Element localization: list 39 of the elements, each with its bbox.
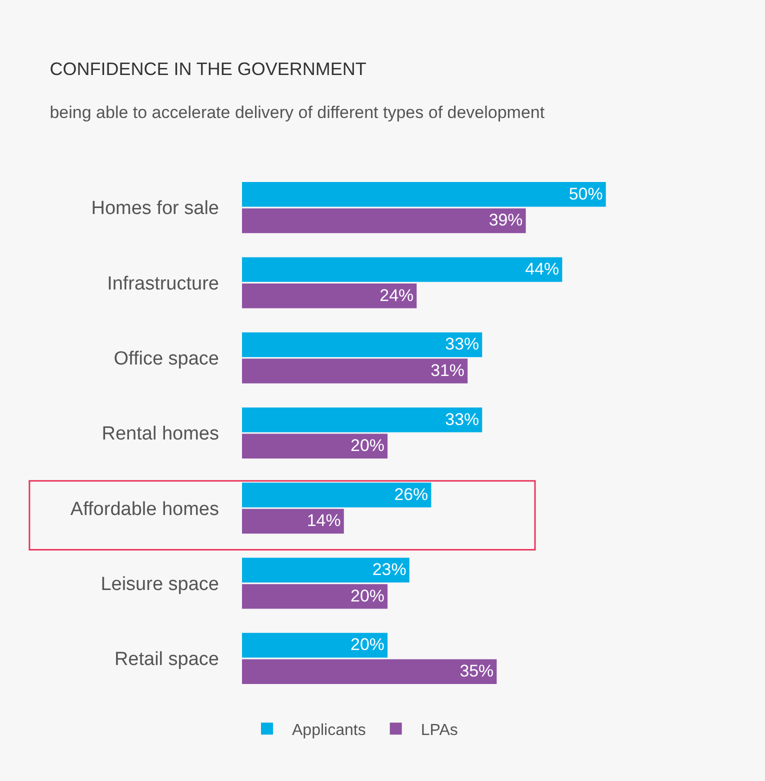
bar [242, 284, 417, 308]
data-label: 31% [430, 360, 464, 380]
data-label: 33% [445, 334, 480, 354]
y-tick-label: Infrastructure [107, 273, 219, 294]
data-label: 50% [568, 184, 603, 204]
bar [242, 332, 482, 358]
data-label: 23% [372, 560, 406, 580]
legend-label: LPAs [420, 722, 458, 739]
y-tick-label: Affordable homes [70, 498, 219, 520]
data-label: 20% [350, 436, 384, 456]
y-tick-label: Leisure space [100, 574, 219, 595]
bar [242, 434, 388, 459]
data-label: 20% [350, 635, 384, 654]
bar [242, 257, 562, 282]
y-tick-label: Homes for sale [91, 198, 219, 220]
data-label: 39% [488, 210, 523, 230]
bar [242, 558, 410, 582]
chart-subtitle: being able to accelerate delivery of different types of development [50, 103, 545, 122]
chart-title: CONFIDENCE IN THE GOVERNMENT [50, 59, 366, 80]
y-tick-label: Rental homes [102, 424, 219, 445]
data-label: 20% [350, 586, 384, 606]
y-tick-label: Office space [114, 348, 219, 370]
bar [242, 358, 468, 384]
bar [242, 208, 526, 234]
bar [242, 407, 482, 432]
bar [242, 632, 388, 658]
y-tick-label: Retail space [114, 649, 219, 670]
data-label: 35% [460, 661, 494, 680]
data-label: 14% [306, 511, 341, 530]
legend-label: Applicants [292, 722, 366, 739]
bar [242, 482, 432, 508]
bar [242, 508, 344, 534]
data-label: 44% [525, 259, 560, 278]
bar [242, 182, 606, 207]
bar [242, 584, 388, 609]
data-label: 33% [445, 410, 480, 429]
bar [242, 659, 497, 684]
data-label: 24% [380, 286, 414, 305]
data-label: 26% [394, 484, 428, 504]
